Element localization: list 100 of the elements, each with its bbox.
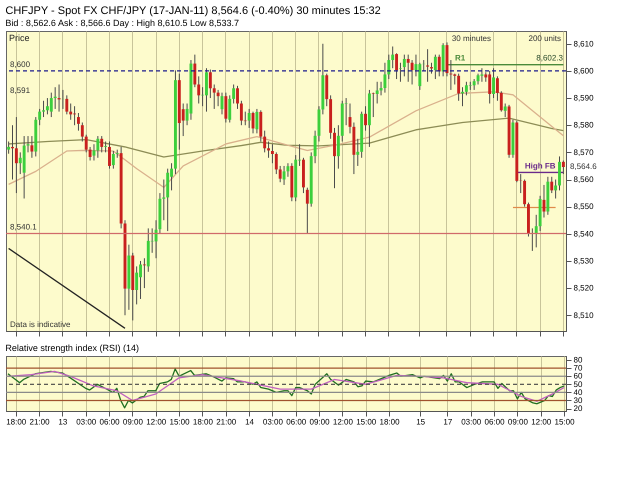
candlestick [457, 73, 460, 102]
x-tick-label: 09:00 [310, 418, 330, 426]
candlestick [154, 220, 158, 259]
chart-title: CHFJPY - Spot FX CHF/JPY (17-JAN-11) 8,564.6 (-0.40%) 30 minutes 15:32 [5, 5, 381, 17]
ref-line-label: 8,600 [10, 60, 31, 69]
candlestick [135, 266, 138, 305]
x-tick-label: 03:00 [262, 418, 284, 426]
y-tick-label: 80 [574, 356, 583, 365]
y-tick-label: 8,600 [574, 66, 594, 76]
candlestick [252, 111, 254, 134]
candlestick [333, 127, 336, 189]
y-tick-label: 8,560 [574, 175, 594, 184]
y-tick-label: 30 [574, 396, 583, 405]
candlestick [108, 141, 111, 170]
candlestick [73, 106, 76, 126]
candlestick [476, 73, 480, 85]
candlestick [380, 81, 382, 96]
candlestick [7, 141, 10, 154]
annotation: Data is indicative [10, 320, 72, 329]
chart-subtitle: Bid : 8,562.6 Ask : 8,566.6 Day : High 8,610.5 Low 8,533.7 [5, 18, 240, 28]
candlestick [461, 86, 464, 107]
x-tick-label: 17 [443, 418, 453, 426]
x-tick-label: 09:00 [122, 418, 144, 426]
y-tick-label: 8,550 [574, 202, 594, 212]
candlestick [434, 54, 437, 80]
candlestick [418, 62, 422, 90]
candlestick [430, 62, 433, 74]
y-tick-label: 8,520 [574, 284, 594, 293]
x-tick-label: 14 [245, 418, 255, 426]
candlestick [270, 144, 274, 164]
candlestick [426, 48, 430, 82]
series-label: High FB [524, 161, 556, 170]
candlestick [364, 106, 367, 132]
series-label: R1 [455, 54, 466, 63]
candlestick [30, 136, 34, 158]
candlestick [554, 179, 558, 200]
x-tick-label: 12:00 [146, 418, 167, 426]
y-tick-label: 8,510 [574, 310, 594, 320]
y-tick-label: 60 [574, 372, 583, 381]
x-tick-label: 21:00 [216, 418, 237, 426]
candlestick [282, 165, 286, 186]
candlestick [205, 68, 208, 112]
candlestick [542, 184, 546, 218]
candlestick [464, 81, 468, 96]
ref-line-label: 8,540.1 [10, 222, 38, 232]
candlestick [395, 52, 398, 80]
text: 8,564.6 [570, 162, 598, 171]
candlestick [46, 98, 49, 115]
candlestick [96, 136, 100, 158]
chart-title: Relative strength index (RSI) (14) [5, 343, 139, 353]
x-tick-label: 06:00 [286, 418, 307, 426]
candlestick [255, 108, 258, 134]
x-tick-label: 15:00 [170, 418, 190, 426]
x-tick-label: 03:00 [461, 418, 482, 426]
candlestick [220, 92, 224, 115]
candlestick [410, 60, 414, 85]
candlestick [480, 68, 484, 82]
candlestick [449, 60, 452, 90]
x-tick-label: 18:00 [380, 418, 400, 426]
x-tick-label: 15:00 [356, 418, 377, 426]
candlestick [496, 76, 499, 102]
y-tick-label: 8,610 [574, 39, 594, 48]
candlestick [306, 187, 309, 234]
candlestick [14, 116, 18, 194]
candlestick [558, 156, 561, 191]
candlestick [406, 54, 410, 82]
candlestick [92, 144, 96, 161]
candlestick [216, 89, 220, 107]
y-tick-label: 8,570 [574, 148, 594, 157]
y-tick-label: 20 [574, 404, 583, 414]
x-tick-label: 03:00 [76, 418, 97, 426]
x-tick-label: 09:00 [508, 418, 528, 426]
x-tick-label: 18:00 [192, 418, 214, 426]
y-tick-label: 8,530 [574, 256, 594, 266]
candlestick [267, 141, 270, 158]
candlestick [336, 124, 340, 170]
candlestick [224, 92, 228, 123]
candlestick [139, 260, 142, 300]
x-tick-label: 15:00 [554, 418, 576, 426]
candlestick [398, 62, 402, 82]
candlestick [472, 78, 476, 90]
candlestick [286, 162, 290, 178]
annotation: 200 units [528, 34, 561, 43]
candlestick [232, 84, 236, 104]
y-axis-title: Price [9, 33, 30, 43]
candlestick [26, 136, 30, 153]
y-tick-label: 8,580 [574, 120, 594, 130]
candlestick [492, 68, 496, 99]
x-tick-label: 12:00 [332, 418, 354, 426]
annotation: 30 minutes [452, 34, 491, 43]
candlestick [104, 141, 108, 153]
candlestick [383, 62, 386, 94]
y-tick-label: 50 [574, 380, 583, 389]
candlestick [11, 124, 14, 180]
annotation: 8,602.3 [536, 54, 564, 63]
candlestick [58, 84, 61, 112]
x-tick-label: 15 [416, 418, 426, 426]
x-tick-label: 12:00 [531, 418, 552, 426]
y-tick-label: 8,590 [574, 94, 594, 103]
candlestick [314, 130, 317, 164]
